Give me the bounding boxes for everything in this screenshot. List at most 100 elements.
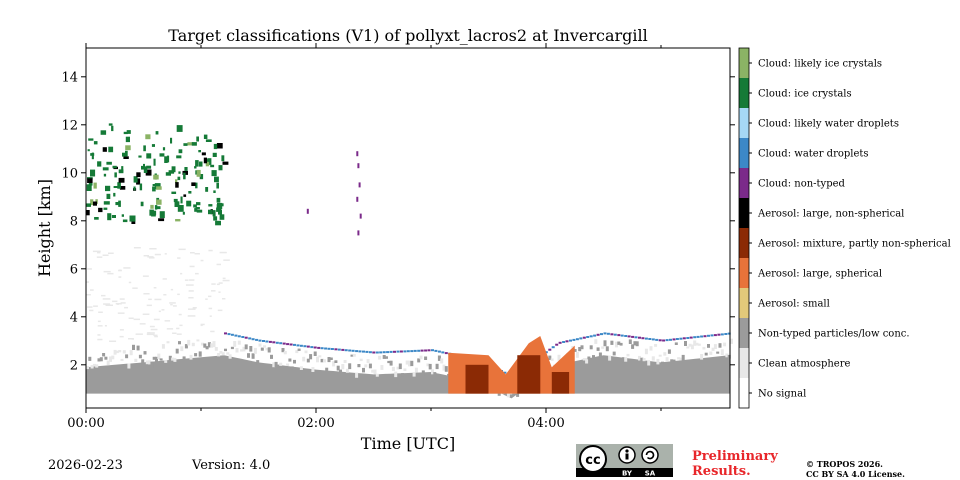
ice-cloud-pixel: [143, 166, 148, 173]
ice-cloud-pixel: [115, 202, 120, 206]
cloud-top-edge-segment: [548, 348, 552, 351]
boundary-layer-texture: [672, 359, 676, 362]
ice-cloud-pixel: [141, 165, 146, 170]
ice-cloud-pixel: [198, 150, 201, 153]
boundary-layer-texture: [709, 351, 713, 355]
boundary-layer-texture: [608, 355, 612, 361]
cloud-top-edge-segment: [275, 341, 279, 344]
cloud-top-edge-segment: [224, 332, 227, 335]
clean-signal-speck: [117, 312, 125, 314]
clean-signal-speck: [90, 289, 94, 291]
ice-cloud-pixel: [150, 204, 154, 209]
ice-cloud-pixel: [107, 213, 112, 221]
cloud-top-edge-segment: [234, 334, 238, 337]
cloud-top-edge-segment: [644, 337, 648, 340]
clean-signal-speck: [217, 309, 223, 312]
boundary-layer-texture: [334, 360, 338, 363]
cloud-top-edge-segment: [282, 342, 286, 345]
cloud-top-edge-segment: [334, 348, 338, 351]
boundary-layer-texture: [339, 369, 342, 375]
boundary-layer-texture: [111, 355, 115, 360]
boundary-layer-texture: [592, 355, 595, 358]
boundary-layer-texture: [617, 341, 621, 345]
cloud-top-edge-segment: [675, 338, 679, 340]
ice-cloud-pixel: [146, 153, 152, 159]
ice-cloud-pixel: [113, 186, 120, 188]
ice-cloud-pixel: [173, 198, 178, 203]
ice-cloud-pixel: [98, 207, 103, 213]
cirrus-streak: [359, 213, 362, 219]
clean-signal-speck: [216, 283, 220, 286]
boundary-layer-texture: [253, 347, 257, 354]
cloud-top-edge-segment: [717, 333, 721, 336]
boundary-layer-texture: [350, 354, 354, 357]
legend-swatch: [739, 318, 749, 348]
y-tick-label: 8: [70, 214, 78, 229]
boundary-layer-texture: [214, 347, 218, 351]
boundary-layer-texture: [674, 342, 678, 345]
clean-signal-speck: [150, 328, 158, 331]
boundary-layer-texture: [194, 353, 198, 357]
boundary-layer-texture: [431, 369, 434, 375]
clean-signal-speck: [149, 257, 155, 259]
clean-signal-speck: [124, 306, 128, 309]
boundary-layer-texture: [260, 347, 264, 351]
clean-signal-speck: [149, 325, 155, 328]
clean-signal-speck: [86, 281, 90, 283]
ice-cloud-pixel: [205, 161, 210, 167]
ice-cloud-pixel: [103, 207, 108, 210]
ice-cloud-pixel: [222, 161, 229, 165]
ice-cloud-pixel: [175, 182, 179, 188]
boundary-layer-texture: [711, 347, 715, 351]
clean-signal-speck: [142, 313, 150, 315]
cloud-top-edge-segment: [286, 343, 290, 346]
boundary-layer-texture: [573, 349, 577, 352]
boundary-layer-texture: [191, 342, 195, 347]
ice-cloud-pixel: [111, 125, 114, 132]
ice-cloud-pixel: [195, 160, 199, 167]
ice-cloud-pixel: [213, 143, 218, 150]
clean-signal-speck: [192, 307, 197, 309]
clean-signal-speck: [135, 333, 143, 335]
boundary-layer-texture: [398, 363, 402, 370]
cloud-top-edge-segment: [658, 339, 662, 342]
boundary-layer-texture: [293, 359, 296, 364]
x-tick-label: 00:00: [67, 416, 104, 431]
ice-cloud-pixel: [184, 167, 188, 171]
cloud-top-edge-segment: [420, 349, 424, 352]
ice-cloud-pixel: [171, 166, 176, 173]
ice-cloud-pixel: [193, 204, 197, 208]
clean-signal-speck: [187, 315, 196, 317]
cloud-top-edge-segment: [641, 337, 645, 340]
cloud-top-edge-segment: [365, 350, 369, 353]
preliminary-line-1: Preliminary: [692, 449, 778, 464]
boundary-layer-texture: [647, 360, 651, 366]
clean-signal-speck: [194, 253, 200, 255]
clean-signal-speck: [222, 279, 230, 282]
cloud-top-edge-segment: [406, 350, 410, 353]
clean-signal-speck: [219, 251, 227, 254]
clean-signal-speck: [166, 328, 174, 330]
cloud-top-edge-segment: [355, 350, 359, 353]
boundary-layer-texture: [619, 342, 623, 346]
clean-signal-speck: [96, 256, 103, 258]
ice-cloud-pixel: [180, 196, 183, 204]
boundary-layer-texture: [313, 351, 317, 356]
clean-signal-speck: [132, 287, 138, 289]
boundary-layer-texture: [106, 360, 110, 366]
cloud-top-edge-segment: [396, 350, 400, 353]
ice-cloud-pixel: [145, 169, 152, 176]
cloud-top-edge-segment: [441, 351, 445, 354]
clean-signal-speck: [188, 290, 194, 292]
ice-cloud-pixel: [108, 146, 114, 153]
boundary-layer-texture: [272, 362, 276, 368]
boundary-layer-texture: [580, 345, 584, 350]
ice-cloud-pixel: [90, 169, 96, 177]
ice-cloud-pixel: [143, 145, 146, 152]
ice-cloud-pixel: [191, 142, 197, 146]
x-axis-label: Time [UTC]: [361, 434, 455, 453]
boundary-layer-texture: [198, 351, 202, 357]
boundary-layer-texture: [230, 346, 234, 350]
boundary-layer-texture: [417, 358, 421, 363]
boundary-layer-texture: [256, 360, 260, 365]
